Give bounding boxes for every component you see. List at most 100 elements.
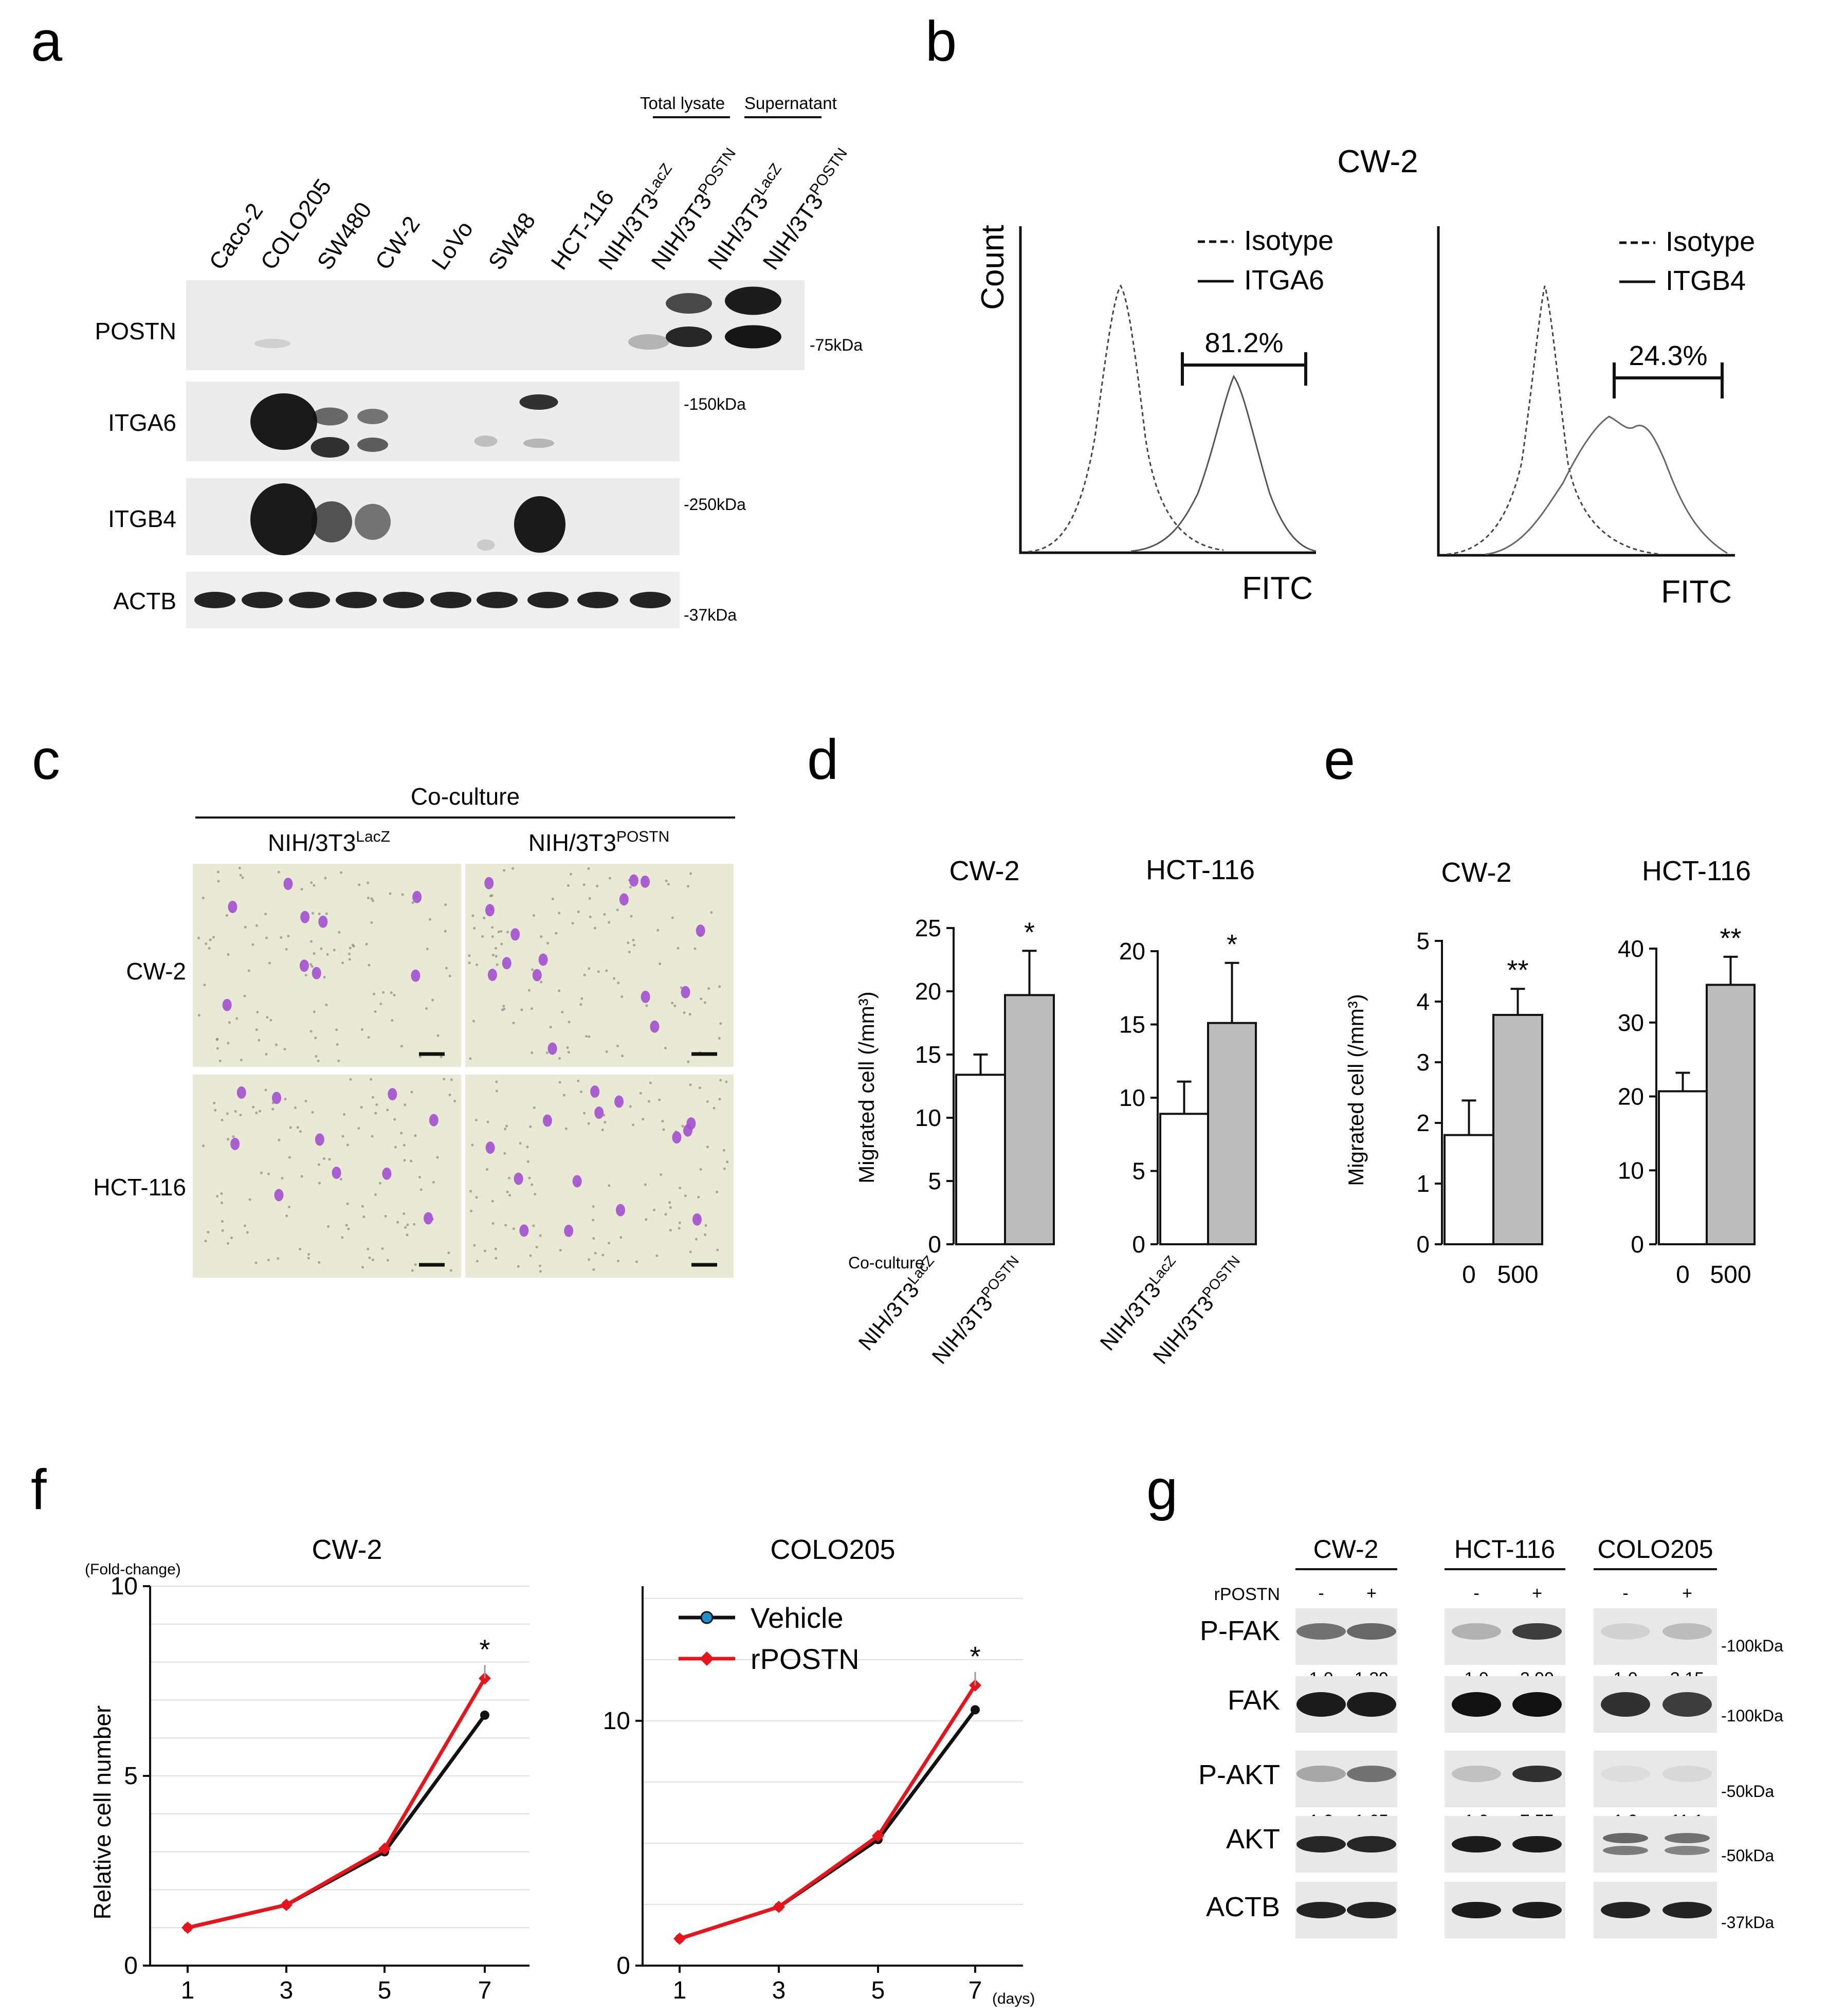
pore-dot [214,1109,217,1112]
migrated-cell [299,959,309,972]
pore-dot [391,1019,394,1022]
bar-chart-d-cw2: 0 5 10 15 20 25 * CW-2 Migrated cell (/mm³) [854,856,1055,1258]
pore-dot [269,1019,272,1022]
pore-dot [264,1088,267,1092]
pore-dot [558,989,561,992]
migrated-cell [641,990,650,1003]
pore-dot [508,1194,511,1197]
pore-dot [476,963,479,966]
y-tick-label: 5 [1132,1158,1145,1185]
pore-dot [336,1043,339,1046]
migrated-cell [672,1131,682,1144]
band-itga6 [357,438,388,452]
blot-band [1452,1902,1501,1918]
marker-75kda: -75kDa [810,336,863,354]
pore-dot [592,1219,595,1222]
blot-band [1452,1766,1501,1782]
pore-dot [495,1080,498,1083]
pore-dot [411,1269,414,1272]
pore-dot [339,871,343,874]
migrated-cell [485,1141,495,1154]
pore-dot [448,1093,451,1097]
treatment-label: rPOSTN [1214,1585,1280,1604]
days-label: (days) [992,1990,1035,2007]
blot-label-postn: POSTN [95,318,176,344]
migrated-cell [590,1085,600,1098]
data-point [673,1932,686,1945]
y-tick-label: 5 [1416,928,1430,954]
band-actb [630,592,671,608]
pore-dot [278,1138,281,1141]
pore-dot [540,980,543,984]
pore-dot [208,947,211,950]
migrated-cell [692,1213,702,1226]
migrated-cell [532,969,542,982]
pore-dot [326,953,329,956]
pore-dot [239,874,242,877]
pore-dot [264,913,267,916]
pore-dot [468,954,471,957]
pore-dot [243,1224,247,1227]
blot-band [1512,1902,1562,1918]
pore-dot [502,1005,505,1008]
blot-band [1662,1766,1712,1782]
pore-dot [725,1080,728,1083]
pore-dot [299,1130,302,1133]
significance-marker: ** [1507,955,1528,986]
pore-dot [539,1234,542,1237]
x-tick-label: 3 [772,1977,786,2004]
pore-dot [277,870,280,874]
pore-dot [697,1195,700,1198]
pore-dot [687,1060,690,1063]
significance-marker: * [1024,917,1035,948]
bar [1159,1113,1209,1246]
pore-dot [583,973,586,976]
pore-dot [580,997,583,1000]
pore-dot [347,1227,350,1230]
pore-dot [265,936,268,939]
pore-dot [469,1057,472,1060]
pore-dot [225,914,229,917]
bar [1207,1022,1257,1246]
pore-dot [504,1224,507,1227]
blot-marker-label: -100kDa [1721,1706,1783,1725]
pore-dot [378,1182,382,1185]
band-itgb4 [355,504,391,540]
y-tick-label: 20 [915,978,941,1005]
pore-dot [616,909,619,912]
pore-dot [497,930,500,933]
pore-dot [403,1143,406,1147]
migrated-cell [572,1175,582,1188]
pore-dot [318,912,321,916]
pore-dot [255,1111,258,1115]
migrated-cell [510,928,520,941]
category-label: 0 [1462,1261,1476,1288]
pore-dot [271,1107,275,1111]
pore-dot [289,1126,292,1129]
migrated-cell [514,1172,523,1185]
pore-dot [406,1233,409,1237]
cell-line-label: COLO205 [1597,1535,1713,1564]
migrated-cell [429,1114,439,1127]
line-chart-f-colo205: 0 10 1 3 5 7 * COLO205 Vehicle rPOSTN [603,1534,1023,2004]
pore-dot [202,1144,205,1148]
migrated-cell [542,1114,552,1127]
pore-dot [365,942,368,946]
pore-dot [197,936,200,939]
pore-dot [558,1081,561,1084]
pore-dot [320,947,323,950]
pore-dot [228,1021,231,1024]
pore-dot [304,973,307,977]
pore-dot [296,1126,299,1129]
y-tick-label: 10 [915,1104,941,1131]
pore-dot [589,915,592,918]
pore-dot [268,961,271,965]
pore-dot [370,897,373,900]
pore-dot [322,1157,325,1160]
pore-dot [529,1125,532,1128]
pore-dot [519,1142,522,1145]
pore-dot [309,1030,313,1033]
pore-dot [616,1044,619,1047]
flow-axis-left [1019,226,1316,554]
pore-dot [496,963,499,966]
